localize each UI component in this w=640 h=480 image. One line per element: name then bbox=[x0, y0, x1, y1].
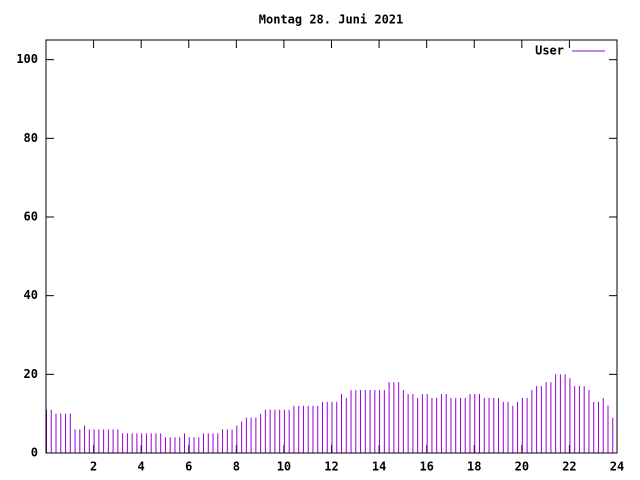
y-tick-label: 60 bbox=[24, 210, 38, 224]
x-tick-label: 10 bbox=[277, 460, 291, 474]
y-tick-label: 40 bbox=[24, 288, 38, 302]
x-tick-label: 4 bbox=[138, 460, 145, 474]
y-tick-label: 20 bbox=[24, 367, 38, 381]
x-tick-label: 2 bbox=[90, 460, 97, 474]
chart-title: Montag 28. Juni 2021 bbox=[259, 13, 404, 27]
x-tick-label: 12 bbox=[324, 460, 338, 474]
y-tick-label: 100 bbox=[16, 52, 38, 66]
y-tick-label: 80 bbox=[24, 131, 38, 145]
legend-label: User bbox=[535, 44, 564, 58]
plot-border bbox=[45, 39, 618, 454]
x-tick-label: 20 bbox=[515, 460, 529, 474]
x-tick-label: 18 bbox=[467, 460, 481, 474]
x-tick-label: 6 bbox=[185, 460, 192, 474]
x-tick-label: 14 bbox=[372, 460, 386, 474]
x-tick-label: 8 bbox=[233, 460, 240, 474]
x-tick-label: 22 bbox=[562, 460, 576, 474]
x-tick-label: 16 bbox=[419, 460, 433, 474]
x-tick-label: 24 bbox=[610, 460, 624, 474]
y-tick-label: 0 bbox=[31, 446, 38, 460]
